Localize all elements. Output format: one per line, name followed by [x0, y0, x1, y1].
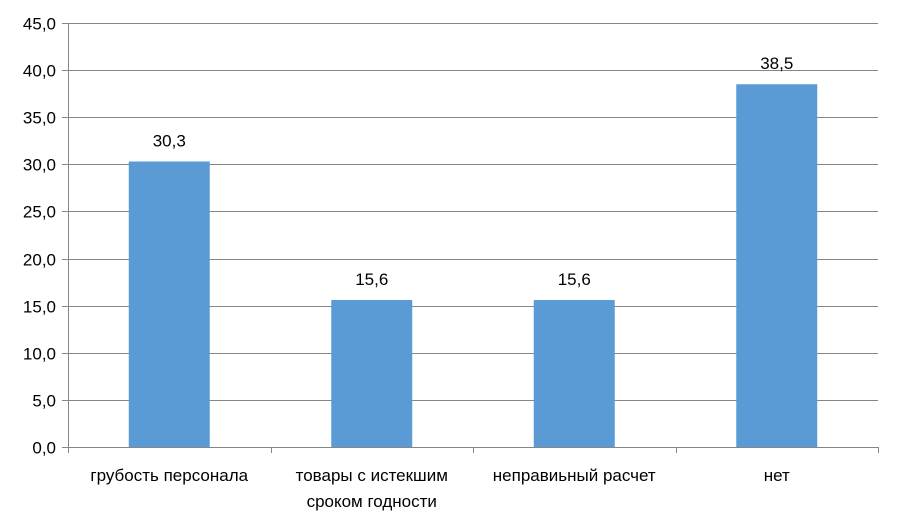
y-tick-label: 40,0 [23, 62, 56, 81]
bar [128, 161, 210, 448]
bar [331, 300, 413, 447]
y-tick-label: 15,0 [23, 298, 56, 317]
data-label: 15,6 [558, 270, 591, 289]
y-tick-label: 5,0 [32, 392, 56, 411]
y-tick-label: 35,0 [23, 109, 56, 128]
x-category-label: сроком годности [307, 492, 437, 511]
axes [62, 23, 879, 453]
data-label: 38,5 [760, 54, 793, 73]
bars [128, 84, 818, 448]
y-tick-label: 45,0 [23, 15, 56, 34]
bar [736, 84, 818, 447]
data-label: 30,3 [153, 132, 186, 151]
y-tick-label: 25,0 [23, 203, 56, 222]
labels: 0,0 5,0 10,0 15,0 20,0 25,0 30,0 35,0 40,0 45,0 30… [23, 15, 793, 512]
bar [533, 300, 615, 447]
y-tick-label: 30,0 [23, 156, 56, 175]
x-category-label: грубость персонала [90, 466, 248, 485]
y-tick-label: 20,0 [23, 251, 56, 270]
x-category-label: нет [764, 466, 790, 485]
y-tick-label: 0,0 [32, 439, 56, 458]
x-category-label: неправиьный расчет [493, 466, 656, 485]
x-category-label: товары с истекшим [296, 466, 448, 485]
data-label: 15,6 [355, 270, 388, 289]
y-tick-label: 10,0 [23, 345, 56, 364]
